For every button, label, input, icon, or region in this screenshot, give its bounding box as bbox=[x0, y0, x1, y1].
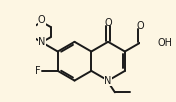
Text: O: O bbox=[38, 15, 46, 25]
Text: N: N bbox=[38, 37, 46, 47]
Text: O: O bbox=[136, 21, 144, 31]
Text: N: N bbox=[104, 76, 112, 86]
Text: O: O bbox=[104, 18, 112, 28]
Text: OH: OH bbox=[157, 38, 172, 48]
Text: F: F bbox=[35, 66, 40, 76]
